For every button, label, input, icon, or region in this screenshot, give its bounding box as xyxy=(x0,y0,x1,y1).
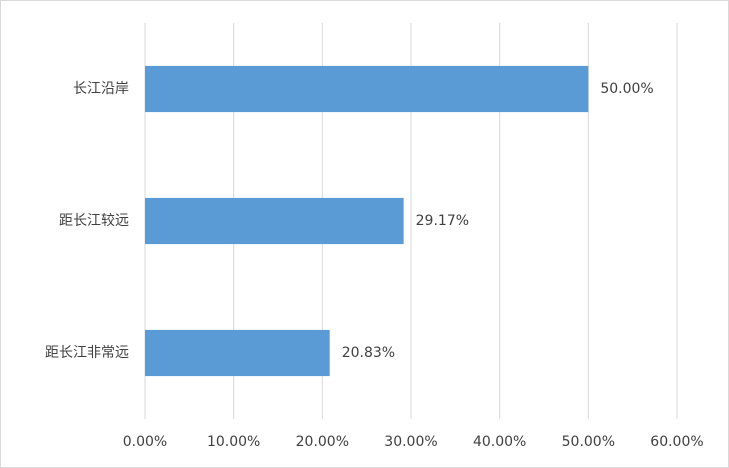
bar xyxy=(145,197,404,245)
x-tick-label: 10.00% xyxy=(207,434,260,450)
x-tick-label: 30.00% xyxy=(384,434,437,450)
value-label: 50.00% xyxy=(600,81,653,97)
y-tick-label: 长江沿岸 xyxy=(73,81,129,97)
value-label: 20.83% xyxy=(342,345,395,361)
value-label: 29.17% xyxy=(416,213,469,229)
x-tick-label: 0.00% xyxy=(123,434,167,450)
x-tick-label: 60.00% xyxy=(650,434,703,450)
x-tick-label: 50.00% xyxy=(562,434,615,450)
bar xyxy=(145,65,589,113)
x-tick-label: 20.00% xyxy=(296,434,349,450)
y-tick-label: 距长江非常远 xyxy=(45,345,129,361)
y-tick-label: 距长江较远 xyxy=(59,213,129,229)
x-tick-label: 40.00% xyxy=(473,434,526,450)
bar xyxy=(145,329,330,377)
